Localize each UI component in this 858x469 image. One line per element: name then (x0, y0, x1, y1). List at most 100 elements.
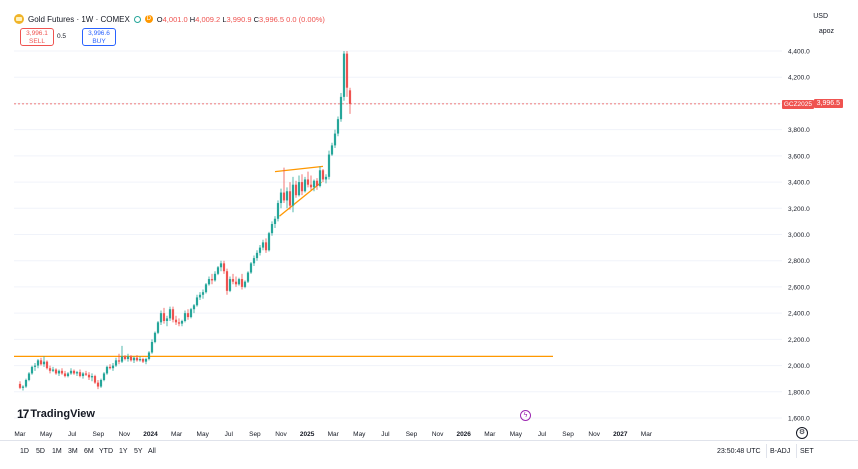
candle-body (291, 184, 295, 206)
candle-body (225, 271, 229, 291)
candle-body (126, 356, 130, 360)
buy-button[interactable]: 3,996.6 BUY (82, 28, 116, 46)
y-tick-label: 2,800.0 (788, 258, 810, 265)
scale-mode-label[interactable]: apoz (818, 28, 834, 35)
session-toggle[interactable]: SET (800, 448, 814, 455)
candle-body (57, 370, 61, 374)
tradingview-logo[interactable]: 17 TradingView (17, 407, 95, 421)
candle-body (252, 258, 256, 264)
candle-body (255, 252, 259, 259)
candle-body (141, 359, 145, 362)
x-tick-label: Jul (381, 431, 390, 438)
candle-body (219, 263, 223, 268)
range-button-1y[interactable]: 1Y (119, 448, 128, 455)
candle-body (147, 352, 151, 360)
x-tick-label: May (353, 431, 366, 438)
range-button-ytd[interactable]: YTD (99, 448, 113, 455)
last-price-label: 3,996.5 (813, 99, 843, 108)
candle-body (264, 242, 268, 251)
candle-body (309, 184, 313, 188)
divider (766, 444, 767, 458)
sell-label: SELL (29, 38, 45, 45)
candle-series (18, 51, 352, 391)
candle-body (261, 242, 265, 248)
candle-body (279, 192, 283, 204)
candle-body (306, 179, 310, 185)
candle-body (174, 319, 178, 323)
y-tick-label: 4,400.0 (788, 49, 810, 56)
candle-body (87, 374, 91, 378)
chart-settings-icon[interactable]: ⚙ (796, 427, 808, 439)
high-key: H (189, 14, 196, 24)
candle-body (129, 356, 133, 361)
candle-body (303, 179, 307, 192)
event-marker-icon[interactable]: ϟ (520, 410, 531, 421)
y-tick-label: 4,200.0 (788, 75, 810, 82)
candle-body (84, 373, 88, 375)
time-axis: Mar May Jul Sep Nov 2024 Mar May Jul Sep Nov 2025 Ma… (14, 431, 652, 438)
candle-body (51, 369, 55, 371)
candle-body (48, 368, 52, 371)
candle-body (78, 372, 82, 377)
candle-body (36, 360, 40, 366)
close-value: 3,996.5 (259, 14, 285, 24)
range-button-6m[interactable]: 6M (84, 448, 94, 455)
candle-body (333, 133, 337, 146)
tradingview-logo-text: TradingView (30, 408, 95, 420)
divider (796, 444, 797, 458)
tradingview-mark-icon: 17 (17, 407, 29, 421)
range-button-5y[interactable]: 5Y (134, 448, 143, 455)
candle-body (312, 180, 316, 188)
candle-body (183, 313, 187, 322)
x-tick-label: 2025 (300, 431, 315, 438)
x-tick-label: Nov (275, 431, 287, 438)
range-button-1d[interactable]: 1D (20, 448, 29, 455)
candle-body (177, 322, 181, 324)
range-button-all[interactable]: All (148, 448, 156, 455)
candle-body (336, 119, 340, 134)
candle-body (30, 366, 34, 374)
y-tick-label: 2,600.0 (788, 284, 810, 291)
candle-body (120, 356, 124, 362)
candle-body (24, 379, 28, 387)
badj-toggle[interactable]: B-ADJ (770, 448, 791, 455)
ticker-price-label: GCZ2025 (781, 100, 814, 109)
candle-body (243, 281, 247, 287)
candle-body (150, 341, 154, 353)
spread-value: 0.5 (57, 33, 67, 40)
symbol-title[interactable]: Gold Futures · 1W · COMEX (28, 14, 130, 24)
trend-line-drawing (274, 165, 324, 173)
ohlc-values: O4,001.0 H4,009.2 L3,990.9 C3,996.5 0.0 … (157, 15, 325, 24)
candle-body (192, 305, 196, 310)
time-readout: 23:50:48 UTC (717, 448, 761, 455)
candle-body (171, 309, 175, 320)
candle-body (318, 170, 322, 187)
currency-label[interactable]: USD (813, 13, 828, 20)
x-tick-label: May (40, 431, 53, 438)
candle-body (180, 321, 184, 324)
buy-label: BUY (92, 38, 106, 45)
sell-button[interactable]: 3,996.1 SELL (20, 28, 54, 46)
x-tick-label: Jul (538, 431, 547, 438)
x-tick-label: Sep (249, 431, 261, 438)
candle-body (111, 365, 115, 369)
candle-body (153, 332, 157, 342)
candle-body (210, 279, 214, 281)
range-button-5d[interactable]: 5D (36, 448, 45, 455)
chart-canvas[interactable]: 4,400.04,200.04,000.03,800.03,600.03,400… (0, 0, 858, 440)
x-tick-label: Mar (484, 431, 496, 438)
buy-price: 3,996.6 (88, 30, 110, 37)
range-button-3m[interactable]: 3M (68, 448, 78, 455)
candle-body (144, 359, 148, 362)
range-button-1m[interactable]: 1M (52, 448, 62, 455)
high-value: 4,009.2 (195, 14, 221, 24)
candle-body (60, 370, 64, 374)
candle-body (285, 191, 289, 201)
candle-body (66, 373, 70, 377)
candle-body (159, 313, 163, 323)
x-tick-label: May (510, 431, 523, 438)
candle-body (99, 379, 103, 387)
candle-body (186, 313, 190, 318)
candle-body (342, 53, 346, 97)
candle-body (345, 53, 349, 88)
